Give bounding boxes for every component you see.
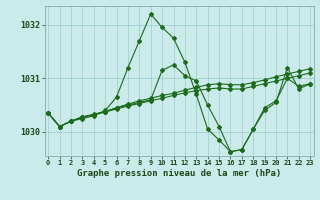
X-axis label: Graphe pression niveau de la mer (hPa): Graphe pression niveau de la mer (hPa) bbox=[77, 169, 281, 178]
